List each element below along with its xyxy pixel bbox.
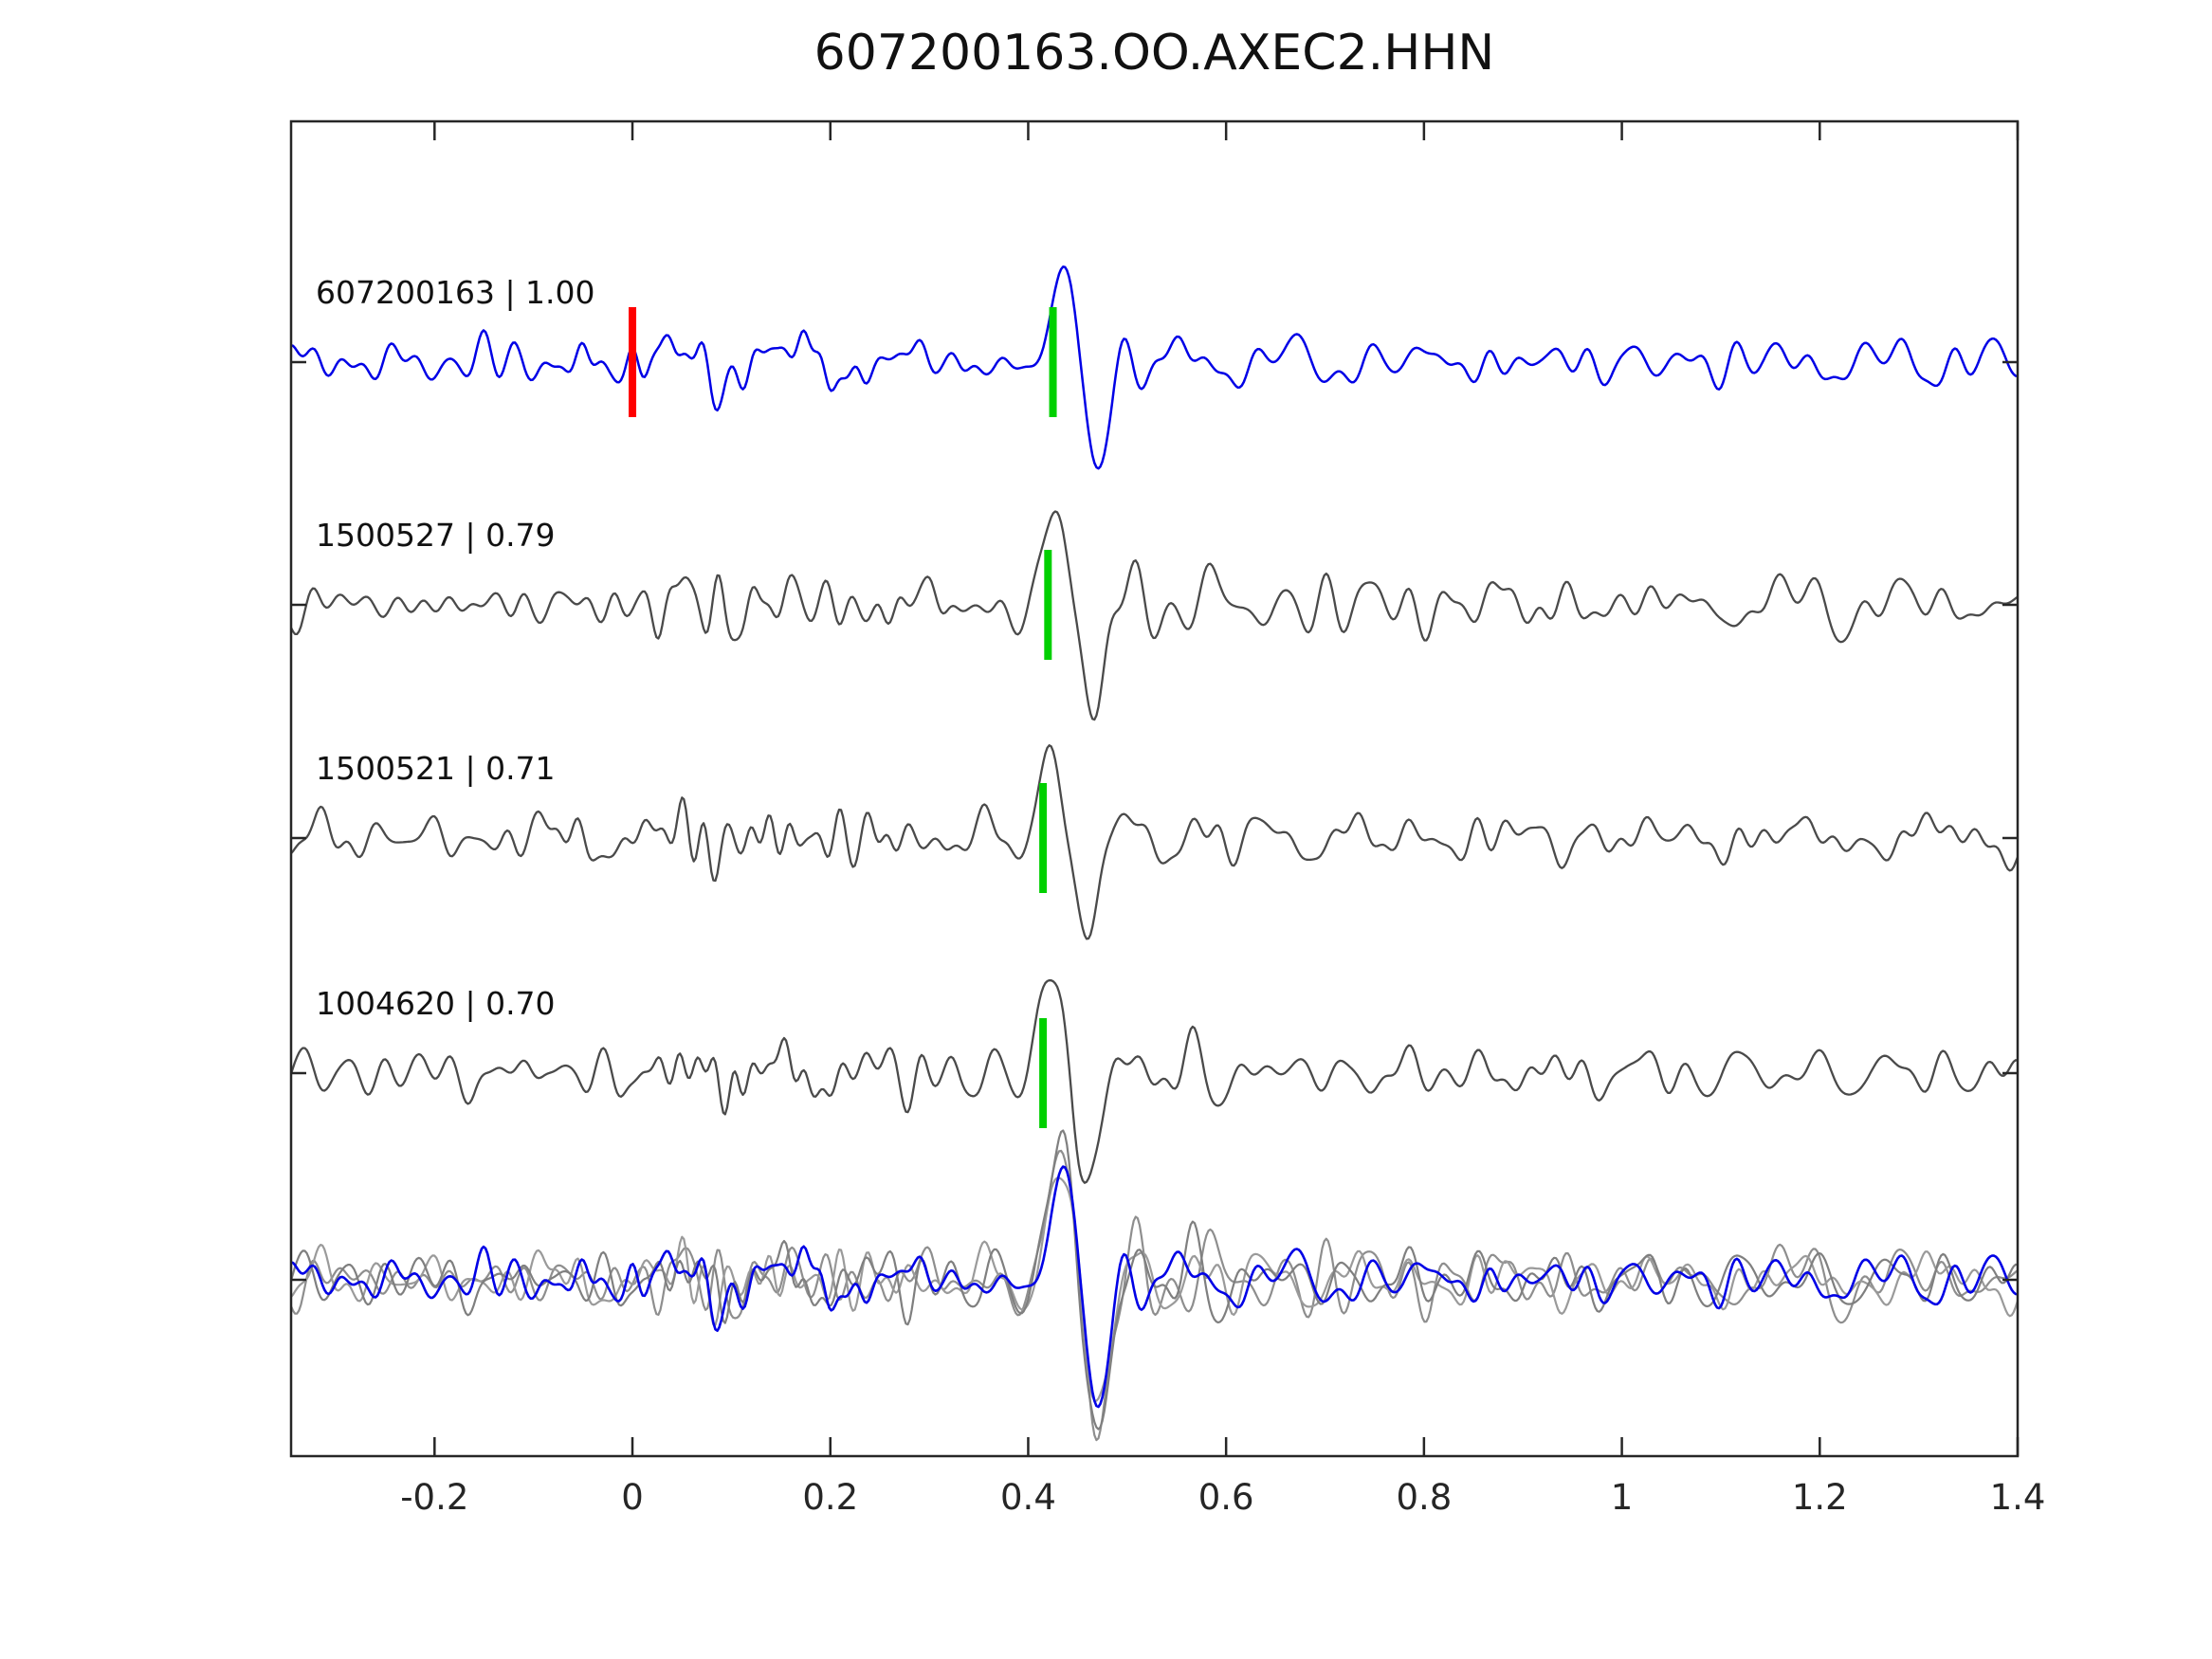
x-tick-label: 0.4 bbox=[1000, 1477, 1056, 1518]
x-tick-label: -0.2 bbox=[400, 1477, 468, 1518]
overlay-trace-1 bbox=[291, 1176, 2018, 1402]
trace-label-607200163: 607200163 | 1.00 bbox=[316, 274, 595, 311]
trace-label-1500527: 1500527 | 0.79 bbox=[316, 517, 556, 554]
x-tick-label: 0.6 bbox=[1198, 1477, 1254, 1518]
pick-markers bbox=[629, 307, 1057, 1128]
trace-label-1004620: 1004620 | 0.70 bbox=[316, 985, 556, 1022]
overlay-trace-3 bbox=[291, 1165, 2018, 1409]
x-tick-label: 1.2 bbox=[1792, 1477, 1848, 1518]
chart-title: 607200163.OO.AXEC2.HHN bbox=[814, 25, 1495, 82]
waveform-trace-1500527 bbox=[291, 510, 2018, 721]
x-tick-label: 0.2 bbox=[802, 1477, 858, 1518]
traces-group bbox=[291, 265, 2018, 1442]
trace-label-1500521: 1500521 | 0.71 bbox=[316, 750, 556, 787]
overlay-trace-0 bbox=[291, 1149, 2018, 1442]
x-tick-label: 1 bbox=[1611, 1477, 1634, 1518]
axis-box bbox=[289, 119, 2020, 1458]
waveform-trace-1500521 bbox=[291, 744, 2018, 940]
waveform-trace-607200163 bbox=[291, 265, 2018, 470]
x-tick-label: 0 bbox=[621, 1477, 644, 1518]
overlay-trace-2 bbox=[291, 1129, 2018, 1431]
x-tick-label: 0.8 bbox=[1396, 1477, 1452, 1518]
x-tick-label: 1.4 bbox=[1990, 1477, 2046, 1518]
waveform-trace-1004620 bbox=[291, 978, 2018, 1184]
